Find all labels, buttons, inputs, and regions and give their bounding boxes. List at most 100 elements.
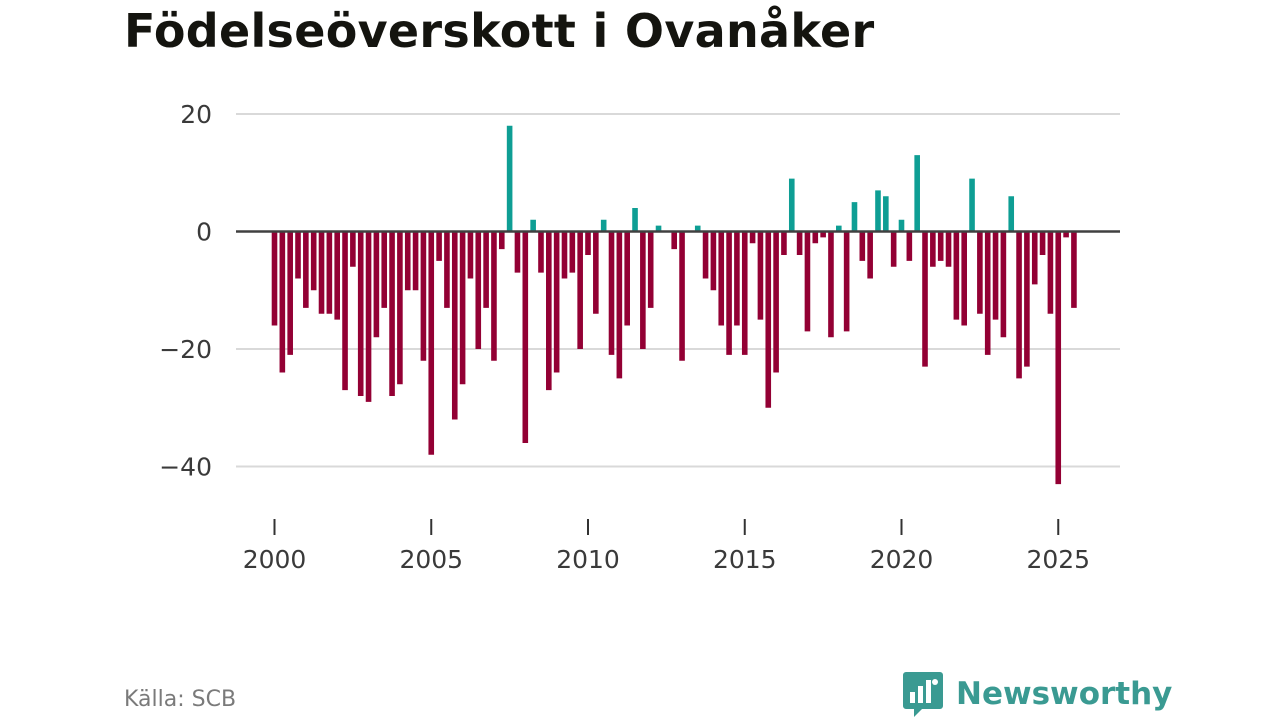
bar (820, 231, 826, 238)
bar (851, 202, 858, 232)
bar (726, 231, 732, 355)
bar (616, 231, 623, 379)
y-tick-label: 20 (180, 100, 212, 129)
chart-title: Födelseöverskott i Ovanåker (124, 4, 875, 58)
bar (569, 231, 576, 273)
bar (342, 231, 348, 391)
bar (561, 231, 568, 279)
bar (326, 231, 333, 314)
bar (577, 231, 583, 349)
bar (530, 219, 536, 232)
bar (373, 231, 380, 338)
bar (420, 231, 427, 361)
bar (804, 231, 811, 332)
bar (749, 231, 756, 244)
y-tick-label: −40 (159, 453, 212, 482)
bar (930, 231, 936, 267)
bar (1055, 231, 1062, 485)
bar (522, 231, 529, 443)
bar (271, 231, 278, 326)
bar (318, 231, 325, 314)
bar (553, 231, 560, 373)
bar (710, 231, 717, 291)
bar (1039, 231, 1046, 255)
bar (679, 231, 685, 361)
bar (898, 219, 905, 232)
bar (640, 231, 646, 349)
bar (1016, 231, 1022, 379)
bar (498, 231, 505, 250)
bar (381, 231, 388, 308)
bar (741, 231, 748, 355)
bar (945, 231, 952, 267)
bar (1024, 231, 1030, 367)
bar (412, 231, 419, 291)
bar (694, 225, 701, 232)
bar (600, 219, 607, 232)
bar (977, 231, 983, 314)
bar (475, 231, 482, 349)
bar (992, 231, 999, 320)
bar (357, 231, 364, 396)
bar (961, 231, 967, 326)
bar (295, 231, 301, 279)
bar (310, 231, 317, 291)
bar (436, 231, 442, 261)
bar (365, 231, 372, 402)
bar (1031, 231, 1038, 285)
bar (451, 231, 458, 420)
bar (593, 231, 599, 314)
bar (757, 231, 764, 320)
bar (467, 231, 474, 279)
bar (937, 231, 944, 261)
bar (702, 231, 709, 279)
bar (914, 155, 920, 232)
bar (334, 231, 340, 320)
bar (773, 231, 779, 373)
bar (1063, 231, 1069, 238)
newsworthy-brand[interactable]: Newsworthy (902, 670, 1172, 718)
x-tick-label: 2025 (1026, 545, 1090, 574)
bar (843, 231, 850, 332)
y-tick-label: −20 (159, 335, 212, 364)
bar (1008, 196, 1015, 232)
bar (671, 231, 678, 250)
bar (734, 231, 740, 326)
bar (796, 231, 803, 255)
bar (624, 231, 630, 326)
bar (1047, 231, 1054, 314)
bar (718, 231, 725, 326)
bar (279, 231, 286, 373)
newsworthy-logo-icon (903, 672, 943, 717)
bar (404, 231, 411, 291)
bar (1071, 231, 1077, 308)
bar (303, 231, 309, 308)
bar (781, 231, 787, 255)
bar (632, 208, 638, 232)
bar (585, 231, 591, 255)
x-tick-label: 2000 (243, 545, 307, 574)
bar (859, 231, 866, 261)
x-tick-label: 2010 (556, 545, 620, 574)
bar (546, 231, 552, 391)
bar (953, 231, 960, 320)
bar (538, 231, 544, 273)
bar (906, 231, 913, 261)
source-label: Källa: SCB (124, 687, 237, 712)
bar (828, 231, 834, 338)
bar (1000, 231, 1007, 338)
bar (984, 231, 991, 355)
bar (875, 190, 881, 232)
bar (655, 225, 662, 232)
bar (765, 231, 772, 408)
bar (788, 178, 795, 232)
bar (922, 231, 928, 367)
bar (397, 231, 403, 385)
bar (969, 178, 975, 232)
bar (890, 231, 897, 267)
brand-name: Newsworthy (956, 676, 1173, 712)
bar (459, 231, 466, 385)
x-tick-label: 2020 (870, 545, 934, 574)
bar (389, 231, 395, 396)
